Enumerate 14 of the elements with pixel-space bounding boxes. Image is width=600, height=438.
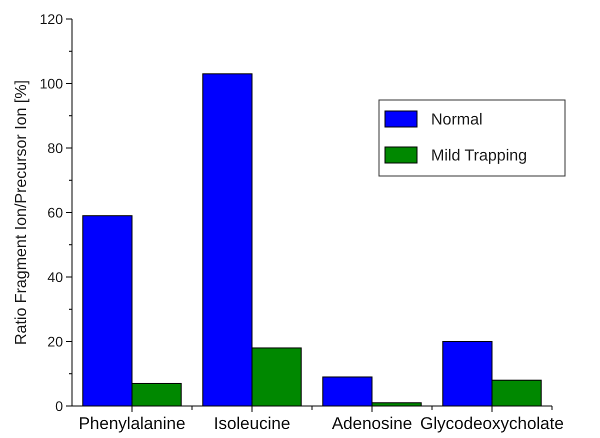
y-tick-label: 0 [55,398,64,414]
x-tick-label: Isoleucine [214,414,290,433]
y-tick-label: 60 [47,204,64,220]
y-tick-label: 100 [40,75,64,92]
y-tick-label: 20 [47,333,64,350]
y-tick-label: 40 [47,268,64,285]
x-tick-label: Glycodeoxycholate [420,414,564,433]
x-tick-label: Adenosine [332,414,412,433]
legend-label: Normal [431,112,483,129]
y-axis-title: Ratio Fragment Ion/Precursor Ion [%] [13,80,30,345]
y-tick-label: 120 [40,10,64,27]
legend-label: Mild Trapping [431,148,528,165]
y-tick-label: 80 [47,140,64,156]
x-tick-label: Phenylalanine [78,414,186,433]
